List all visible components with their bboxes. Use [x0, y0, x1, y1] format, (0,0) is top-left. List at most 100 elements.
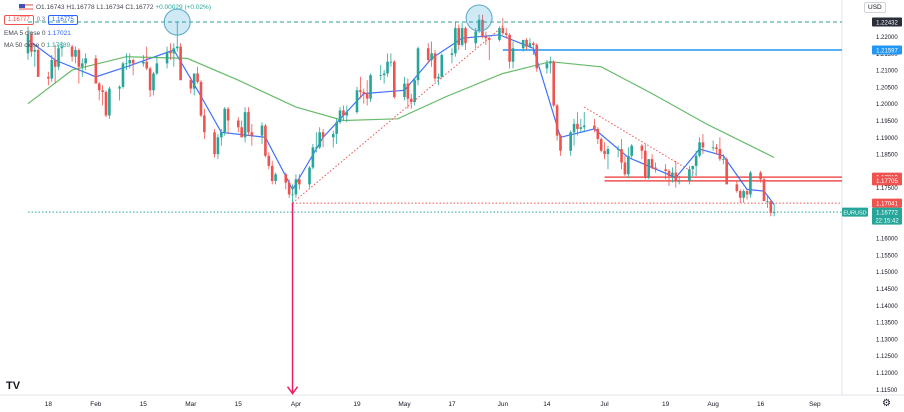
candle-body	[701, 142, 705, 148]
candle-body	[298, 179, 301, 185]
candle-body	[596, 128, 600, 139]
y-tick-label: 1.13000	[876, 337, 898, 343]
y-tick-label: 1.11500	[876, 388, 898, 394]
candle-body	[627, 155, 630, 175]
x-tick-label: 19	[662, 401, 670, 408]
candle-body	[620, 149, 623, 163]
candle-body	[142, 61, 145, 64]
x-tick-label: 19	[353, 401, 361, 408]
candle-body	[389, 61, 393, 63]
candle-body	[97, 83, 101, 91]
candle-body	[318, 132, 321, 148]
price-label-text: 1.17041	[876, 201, 898, 207]
candle-body	[250, 132, 254, 136]
candle-body	[606, 149, 610, 155]
candle-body	[525, 39, 528, 47]
buy-button[interactable]: 1.16775	[48, 15, 78, 25]
candle-body	[576, 123, 579, 129]
y-tick-label: 1.20500	[876, 85, 898, 91]
trend-line	[292, 26, 504, 204]
y-tick-label: 1.14000	[876, 304, 898, 310]
ma-line	[27, 56, 775, 159]
y-tick-label: 1.19500	[876, 119, 898, 125]
candle-body	[616, 149, 620, 150]
candle-body	[84, 58, 87, 64]
candle-body	[169, 51, 172, 54]
price-label: 1.22432	[872, 17, 902, 27]
candle-body	[762, 179, 766, 202]
candle-body	[647, 159, 650, 178]
candle-body	[342, 110, 345, 116]
candle-body	[60, 46, 64, 49]
y-tick-label: 1.15000	[876, 270, 898, 276]
candle-body	[721, 159, 725, 160]
candle-body	[745, 191, 749, 195]
candle-body	[216, 137, 220, 155]
candle-body	[74, 49, 77, 57]
flag-icon	[18, 3, 34, 12]
candle-body	[80, 63, 84, 67]
price-label: 1.17705	[872, 176, 902, 186]
ema-value: 1.17021	[47, 30, 71, 37]
candle-body	[759, 172, 762, 180]
x-tick-label: Sep	[809, 401, 821, 408]
candle-body	[433, 53, 437, 79]
ema-line	[27, 34, 775, 205]
sell-button[interactable]: 1.16777	[4, 15, 34, 25]
candle-body	[498, 28, 501, 40]
candle-body	[362, 91, 366, 94]
candle-body	[274, 174, 277, 181]
candle-body	[650, 159, 654, 168]
candle-body	[260, 125, 264, 136]
x-tick-label: May	[398, 401, 411, 408]
ema-legend[interactable]: EMA 5 close 0 1.17021	[4, 30, 71, 37]
price-label: 1.17041	[872, 198, 902, 208]
candle-body	[437, 76, 440, 79]
candle-body	[108, 88, 111, 116]
y-tick-label: 1.20000	[876, 102, 898, 108]
x-tick-label: 15	[235, 401, 243, 408]
candle-body	[386, 61, 389, 74]
candle-body	[450, 53, 454, 55]
candle-body	[189, 80, 193, 89]
candle-body	[240, 127, 243, 138]
candle-body	[104, 91, 108, 116]
tradingview-logo: TV	[6, 380, 21, 392]
candle-body	[460, 28, 464, 45]
candle-body	[152, 73, 155, 91]
candle-body	[677, 180, 681, 182]
candle-body	[654, 167, 657, 170]
symbol-label-text: EURUSD	[843, 210, 866, 216]
x-tick-label: 14	[543, 401, 551, 408]
candle-body	[691, 165, 695, 170]
candle-body	[155, 63, 159, 74]
gear-icon[interactable]: ⚙	[882, 398, 891, 409]
price-label-bg	[872, 45, 902, 55]
candle-body	[552, 61, 556, 106]
y-tick-label: 1.19000	[876, 136, 898, 142]
candle-body	[572, 123, 576, 133]
ohlc-open: O1.16743	[36, 4, 65, 11]
currency-button[interactable]: USD	[864, 2, 886, 13]
ma-legend[interactable]: MA 50 close 0 1.17689	[4, 42, 70, 49]
ma-label: MA 50 close 0	[4, 42, 45, 49]
y-tick-label: 1.21500	[876, 52, 898, 58]
price-label-text: 1.16772	[876, 210, 898, 216]
candle-body	[769, 201, 773, 213]
candle-body	[33, 49, 37, 52]
candle-body	[294, 179, 298, 195]
candle-body	[264, 125, 267, 156]
candle-body	[694, 155, 698, 166]
candle-body	[484, 36, 488, 39]
candle-body	[630, 145, 634, 156]
candle-body	[413, 80, 416, 103]
candle-body	[430, 53, 433, 61]
candle-body	[742, 191, 745, 198]
price-label-text: 22:15:42	[875, 218, 899, 224]
candle-body	[749, 172, 752, 195]
price-label-bg	[872, 207, 902, 217]
x-tick-label: 17	[448, 401, 456, 408]
candle-body	[365, 93, 369, 99]
candle-body	[559, 135, 562, 151]
